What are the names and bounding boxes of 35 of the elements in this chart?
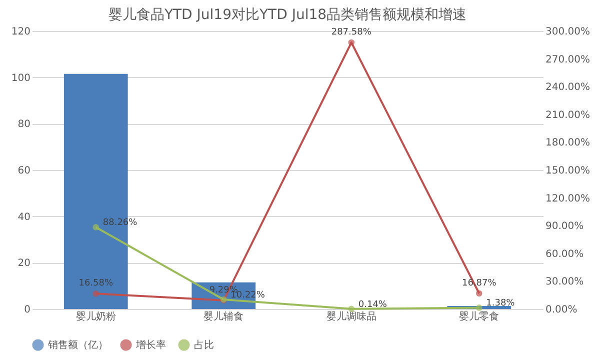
y2-tick-label: 240.00% bbox=[546, 82, 590, 94]
y2-tick-label: 0.00% bbox=[546, 304, 578, 316]
legend-label: 增长率 bbox=[135, 339, 166, 351]
data-label: 287.58% bbox=[331, 28, 372, 38]
x-tick-label: 婴儿调味品 bbox=[326, 310, 376, 322]
y-tick-label: 40 bbox=[18, 212, 30, 223]
legend-label: 占比 bbox=[194, 339, 214, 351]
data-label: 1.38% bbox=[486, 298, 516, 309]
x-tick-label: 婴儿辅食 bbox=[204, 310, 244, 322]
y-tick-label: 0 bbox=[24, 304, 30, 316]
point bbox=[348, 39, 355, 46]
y2-tick-label: 150.00% bbox=[546, 166, 590, 176]
y-tick-label: 20 bbox=[18, 258, 30, 270]
y-tick-label: 60 bbox=[18, 166, 30, 176]
point bbox=[476, 304, 482, 311]
y-tick-label: 80 bbox=[18, 119, 30, 130]
y2-tick-label: 90.00% bbox=[546, 221, 584, 232]
data-label: 0.14% bbox=[358, 300, 388, 310]
x-tick-label: 婴儿奶粉 bbox=[76, 310, 116, 322]
y2-tick-label: 300.00% bbox=[546, 26, 590, 38]
y-tick-label: 120 bbox=[11, 26, 30, 38]
y2-tick-label: 60.00% bbox=[546, 248, 584, 260]
legend-label: 销售额（亿） bbox=[47, 339, 108, 351]
point bbox=[476, 290, 482, 297]
x-tick-label: 婴儿零食 bbox=[459, 310, 500, 322]
point bbox=[92, 224, 100, 230]
y2-tick-label: 120.00% bbox=[546, 193, 590, 204]
y-tick-label: 100 bbox=[11, 72, 30, 84]
y2-tick-label: 270.00% bbox=[546, 54, 590, 66]
y2-tick-label: 30.00% bbox=[546, 276, 584, 288]
data-label: 16.58% bbox=[78, 278, 114, 289]
chart-title: 婴儿食品YTD Jul19对比YTD Jul18品类销售额规模和增速 bbox=[108, 7, 467, 23]
point bbox=[92, 290, 100, 297]
y2-tick-label: 180.00% bbox=[546, 138, 590, 149]
y2-tick-label: 210.00% bbox=[546, 110, 590, 121]
